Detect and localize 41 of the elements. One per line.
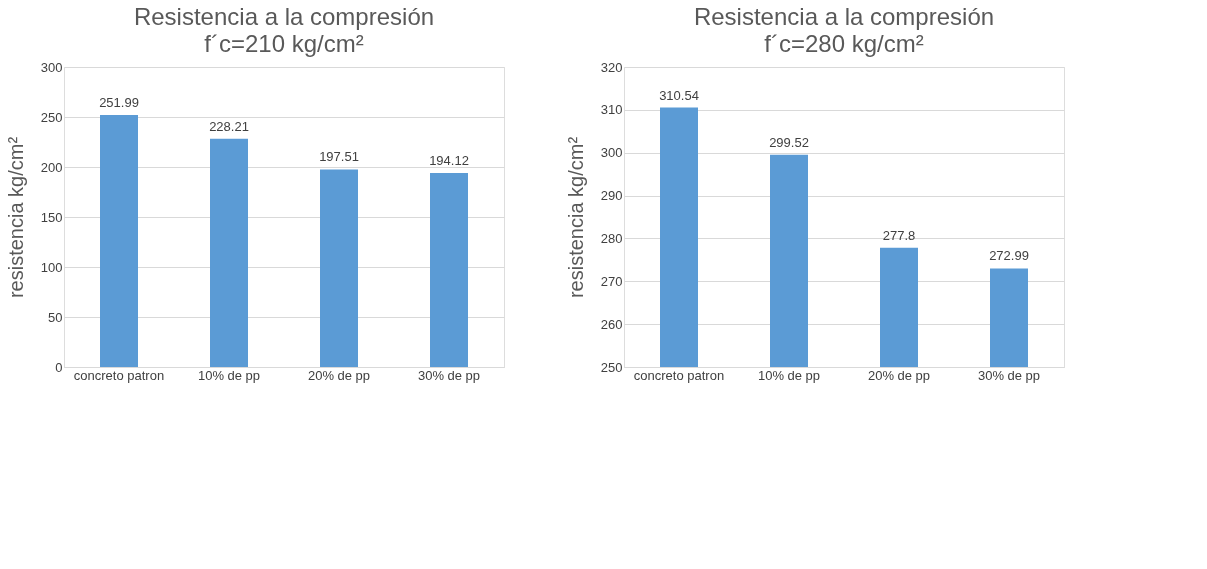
chart-subtitle: f´c=210 kg/cm² [204,30,364,57]
y-tick-label: 280 [600,230,623,246]
data-label: 251.99 [99,95,139,111]
y-tick-label: 290 [600,188,623,204]
y-tick-label: 270 [600,273,623,289]
y-tick-label: 0 [55,359,63,375]
y-tick-label: 300 [40,59,63,75]
x-tick-label: concreto patron [633,367,725,383]
x-tick-label: 30% de pp [977,367,1041,383]
x-tick-label: concreto patron [73,367,165,383]
x-tick-label: 10% de pp [197,367,261,383]
y-tick-label: 200 [40,159,63,175]
data-label: 272.99 [989,248,1029,264]
y-tick-label: 100 [40,259,63,275]
x-tick-label: 10% de pp [757,367,821,383]
chart-subtitle: f´c=280 kg/cm² [764,30,924,57]
y-tick-label: 300 [600,145,623,161]
y-tick-label: 320 [600,59,623,75]
x-tick-label: 30% de pp [417,367,481,383]
y-tick-label: 250 [600,359,623,375]
bar [430,172,468,367]
y-tick-label: 50 [48,309,63,325]
bar [100,115,138,367]
data-label: 277.8 [882,227,916,243]
data-label: 228.21 [209,118,249,134]
y-axis-title: resistencia kg/cm² [564,136,587,299]
x-tick-label: 20% de pp [307,367,371,383]
data-label: 197.51 [319,149,359,165]
bar [320,169,358,367]
y-tick-label: 250 [40,109,63,125]
y-tick-label: 150 [40,209,63,225]
data-label: 310.54 [659,87,699,103]
bar [210,138,248,367]
chart-title: Resistencia a la compresión [693,3,995,30]
data-label: 194.12 [429,152,469,168]
x-tick-label: 20% de pp [867,367,931,383]
y-tick-label: 260 [600,316,623,332]
y-tick-label: 310 [600,102,623,118]
data-label: 299.52 [769,134,809,150]
y-axis-title: resistencia kg/cm² [4,136,27,299]
chart-title: Resistencia a la compresión [133,3,435,30]
